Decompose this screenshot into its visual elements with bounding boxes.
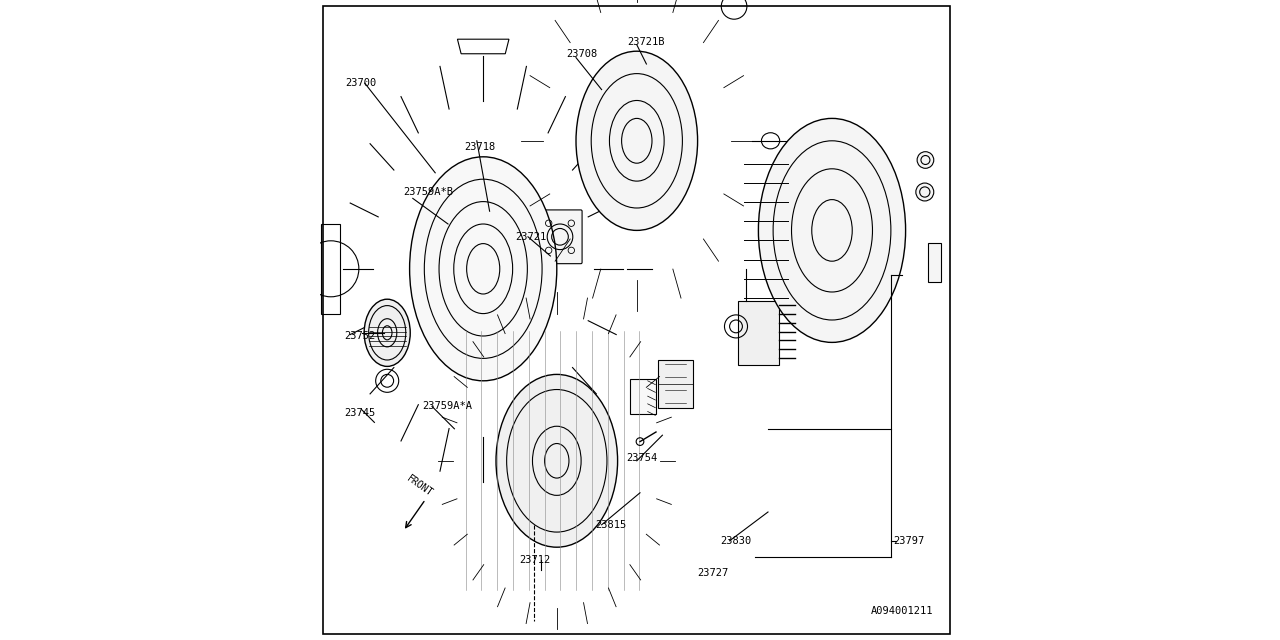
FancyBboxPatch shape bbox=[538, 210, 582, 264]
Text: 23718: 23718 bbox=[465, 142, 495, 152]
Text: 23759A*B: 23759A*B bbox=[403, 187, 453, 197]
Bar bbox=[630, 379, 657, 415]
Text: 23727: 23727 bbox=[698, 568, 728, 578]
Text: 23815: 23815 bbox=[595, 520, 626, 530]
Ellipse shape bbox=[576, 51, 698, 230]
Text: 23759A*A: 23759A*A bbox=[422, 401, 472, 412]
Text: 23752: 23752 bbox=[344, 331, 375, 341]
Ellipse shape bbox=[495, 374, 617, 547]
Circle shape bbox=[916, 183, 934, 201]
Text: 23745: 23745 bbox=[344, 408, 375, 418]
Circle shape bbox=[916, 152, 934, 168]
Text: 23830: 23830 bbox=[719, 536, 751, 546]
Text: 23700: 23700 bbox=[346, 78, 376, 88]
Text: 23754: 23754 bbox=[626, 452, 657, 463]
Text: A094001211: A094001211 bbox=[870, 606, 933, 616]
Text: 23797: 23797 bbox=[893, 536, 924, 546]
Text: 23708: 23708 bbox=[566, 49, 598, 60]
Text: 23712: 23712 bbox=[518, 555, 550, 565]
Bar bbox=[928, 243, 941, 282]
Text: 23721B: 23721B bbox=[627, 36, 664, 47]
Ellipse shape bbox=[410, 157, 557, 381]
Text: FRONT: FRONT bbox=[404, 474, 434, 499]
Text: 23721: 23721 bbox=[516, 232, 547, 242]
Bar bbox=[737, 301, 780, 365]
Ellipse shape bbox=[758, 118, 906, 342]
Bar bbox=[658, 360, 692, 408]
Ellipse shape bbox=[364, 300, 410, 367]
